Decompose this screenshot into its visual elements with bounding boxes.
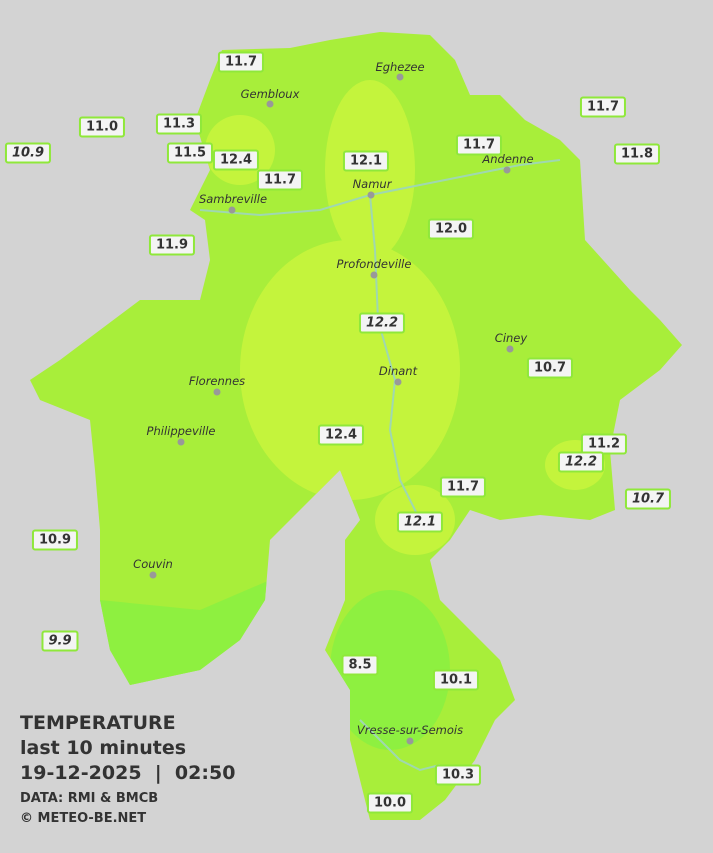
- city-label: Gembloux: [240, 87, 300, 101]
- station-temp: 10.7: [526, 357, 574, 379]
- station-temp: 9.9: [41, 630, 79, 652]
- station-temp: 11.5: [166, 142, 214, 164]
- station-temp: 11.7: [256, 169, 304, 191]
- city-dot: [406, 737, 414, 745]
- city-dot: [506, 345, 514, 353]
- station-temp: 12.4: [212, 149, 260, 171]
- station-temp: 10.3: [434, 764, 482, 786]
- station-temp: 12.2: [358, 312, 406, 334]
- city-dot: [266, 100, 274, 108]
- station-temp: 12.1: [342, 150, 390, 172]
- timestamp: 19-12-2025 | 02:50: [20, 762, 236, 784]
- station-temp: 8.5: [341, 654, 379, 676]
- subtitle: last 10 minutes: [20, 737, 187, 759]
- station-temp: 11.3: [155, 113, 203, 135]
- station-temp: 11.7: [439, 476, 487, 498]
- station-temp: 11.8: [613, 143, 661, 165]
- city-dot: [370, 271, 378, 279]
- city-label: Andenne: [482, 152, 534, 166]
- city-label: Eghezee: [375, 60, 425, 74]
- station-temp: 11.7: [455, 134, 503, 156]
- city-label: Ciney: [494, 331, 528, 345]
- city-dot: [213, 388, 221, 396]
- station-temp: 10.9: [4, 142, 52, 164]
- station-temp: 12.0: [427, 218, 475, 240]
- city-dot: [367, 191, 375, 199]
- station-temp: 11.9: [148, 234, 196, 256]
- station-temp: 12.2: [557, 451, 605, 473]
- station-temp: 11.7: [217, 51, 265, 73]
- city-dot: [149, 571, 157, 579]
- city-dot: [394, 378, 402, 386]
- station-temp: 11.0: [78, 116, 126, 138]
- city-dot: [177, 438, 185, 446]
- source: DATA: RMI & BMCB: [20, 791, 159, 806]
- city-label: Profondeville: [336, 257, 412, 271]
- title: TEMPERATURE: [20, 712, 176, 734]
- city-label: Dinant: [378, 364, 418, 378]
- city-dot: [503, 166, 511, 174]
- city-dot: [396, 73, 404, 81]
- station-temp: 10.1: [432, 669, 480, 691]
- station-temp: 11.2: [580, 433, 628, 455]
- station-temp: 12.4: [317, 424, 365, 446]
- copyright: © METEO-BE.NET: [20, 811, 147, 826]
- station-temp: 11.7: [579, 96, 627, 118]
- city-label: Couvin: [133, 557, 173, 571]
- station-temp: 12.1: [396, 511, 444, 533]
- city-label: Vresse-sur-Semois: [356, 723, 464, 737]
- city-dot: [228, 206, 236, 214]
- city-label: Florennes: [188, 374, 246, 388]
- station-temp: 10.7: [624, 488, 672, 510]
- city-label: Namur: [352, 177, 392, 191]
- city-label: Sambreville: [198, 192, 268, 206]
- city-label: Philippeville: [146, 424, 216, 438]
- station-temp: 10.0: [366, 792, 414, 814]
- station-temp: 10.9: [31, 529, 79, 551]
